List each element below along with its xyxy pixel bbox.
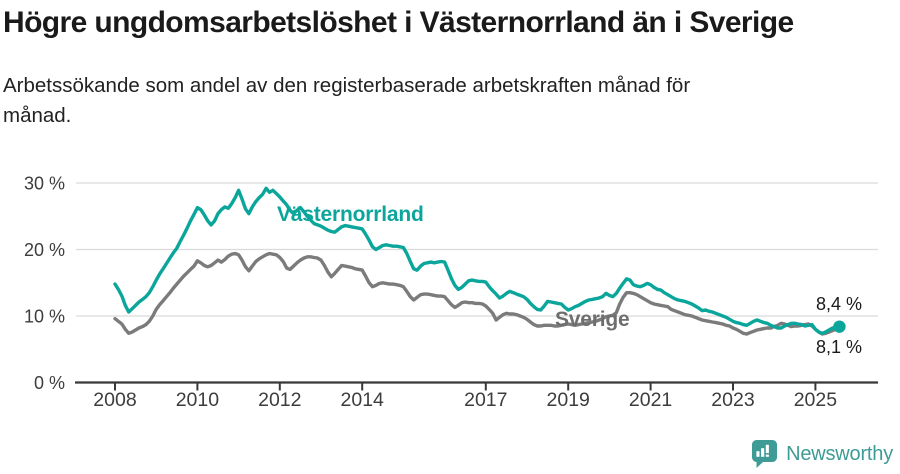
brand-footer: Newsworthy <box>751 439 893 469</box>
brand-name: Newsworthy <box>786 442 893 465</box>
x-axis-label: 2025 <box>794 389 838 411</box>
series-line-sverige <box>113 251 842 336</box>
x-axis-label: 2008 <box>93 389 136 411</box>
x-axis-label: 2012 <box>258 389 301 411</box>
x-axis-label: 2014 <box>341 389 385 411</box>
x-axis-label: 2019 <box>547 389 590 411</box>
y-axis-label: 30 % <box>24 174 65 194</box>
y-axis-label: 10 % <box>24 307 65 327</box>
series-line-västernorrland <box>113 186 842 335</box>
y-axis-label: 0 % <box>34 373 65 393</box>
series-label-sverige: Sverige <box>555 308 630 331</box>
newsworthy-logo-icon <box>752 440 778 468</box>
series-label-vasternorrland: Västernorrland <box>277 203 424 226</box>
series-end-dot <box>833 320 846 333</box>
chart-subtitle: Arbetssökande som andel av den registerb… <box>3 74 691 127</box>
x-axis-label: 2021 <box>629 389 672 411</box>
x-axis-label: 2010 <box>176 389 220 411</box>
y-axis-label: 20 % <box>24 240 65 260</box>
end-value-label-vasternorrland: 8,4 % <box>815 294 862 314</box>
end-value-label-sverige: 8,1 % <box>815 337 862 357</box>
x-axis-label: 2017 <box>464 389 507 411</box>
x-axis-label: 2023 <box>711 389 754 411</box>
page-title: Högre ungdomsarbetslöshet i Västernorrla… <box>3 6 794 39</box>
